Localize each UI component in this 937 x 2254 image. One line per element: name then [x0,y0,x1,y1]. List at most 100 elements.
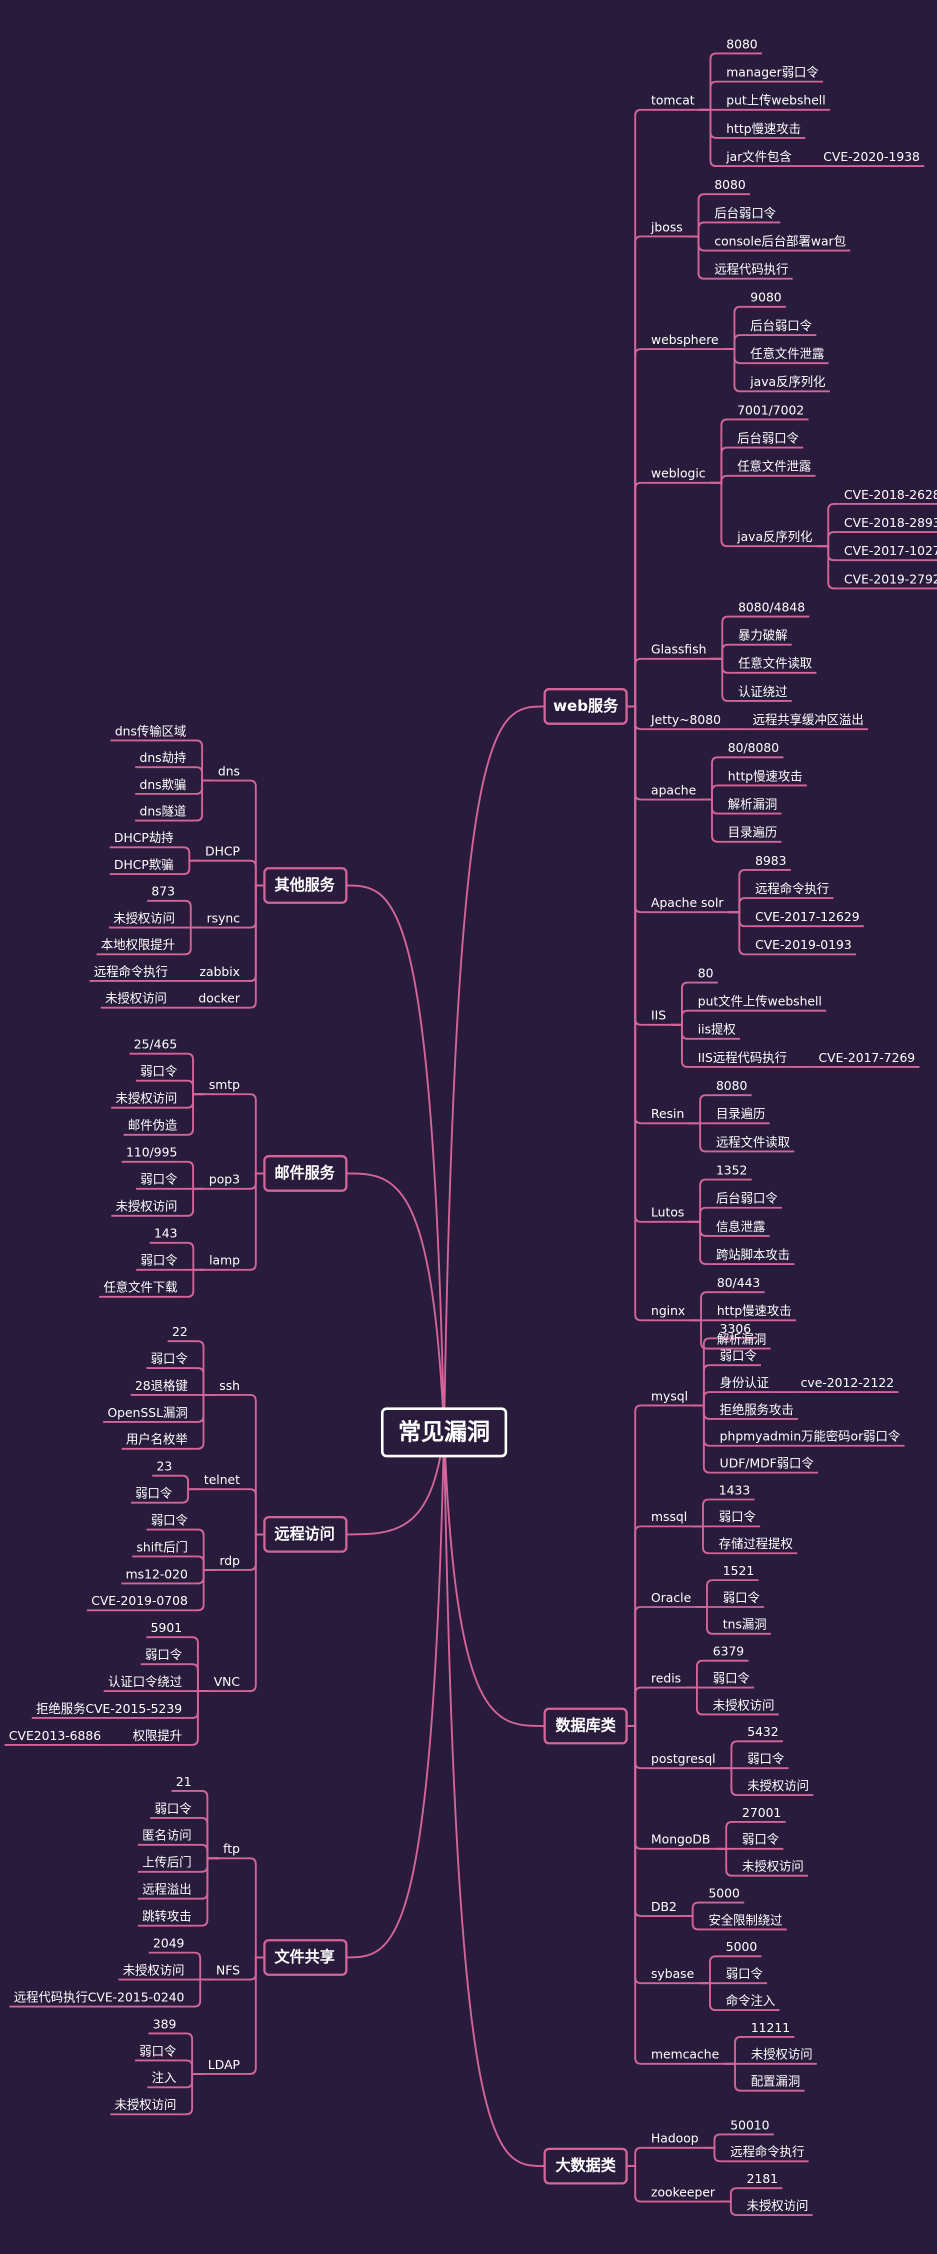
node-label: http慢速攻击 [728,769,803,783]
branch-curve [443,1431,545,1727]
node-label: 50010 [730,2118,769,2132]
node-label: 弱口令 [151,1351,189,1366]
node-label: 未授权访问 [113,910,175,925]
connector [685,1686,709,1716]
node-label: 安全限制绕过 [708,1912,782,1927]
node-label: 80 [698,966,714,980]
node-label: 目录遍历 [728,826,777,840]
connector [188,1978,212,2008]
connector [244,884,265,1009]
node-label: 8983 [755,854,786,868]
node-label: 弱口令 [135,1486,173,1501]
node-label: 远程溢出 [142,1882,191,1897]
node-label: IIS远程代码执行 [698,1050,787,1065]
node-label: 弱口令 [742,1832,780,1847]
node-label: 8080/4848 [738,600,805,614]
node-label: DHCP欺骗 [114,857,174,872]
node-label: docker [198,992,240,1006]
branch-box [263,1155,348,1192]
node-label: 110/995 [126,1146,177,1160]
connector [691,1525,715,1555]
node-label: 匿名访问 [142,1828,191,1843]
connector [244,1857,265,1959]
node-label: mysql [651,1389,688,1403]
connector [626,1404,647,1727]
connector [710,615,734,660]
connector [687,193,711,238]
connector [195,1790,219,1860]
node-label: dns隧道 [140,803,187,818]
connector [195,1816,219,1860]
node-label: 1433 [719,1483,750,1497]
node-label: 5432 [747,1725,778,1739]
node-label: java反序列化 [749,374,825,389]
node-label: jar文件包含 [725,149,791,164]
node-label: 远程代码执行CVE-2015-0240 [14,1989,185,2004]
root-box [380,1407,508,1458]
branch-label: web服务 [553,697,619,715]
node-label: 本地权限提升 [101,937,175,952]
node-label: 远程命令执行 [730,2144,804,2159]
connector [692,1337,716,1407]
connector [195,1857,219,1927]
connector [626,2165,647,2203]
connector [695,1579,719,1608]
node-label: smtp [209,1078,240,1092]
node-label: put文件上传webshell [698,994,822,1009]
node-label: 弱口令 [726,1966,764,1981]
node-label: 11211 [751,2021,790,2035]
connector [190,766,214,782]
connector [723,2062,747,2092]
connector [244,1956,265,2075]
connector [244,1093,265,1175]
branch-box [263,1515,348,1553]
node-label: 未授权访问 [747,2198,809,2213]
connector [179,899,203,929]
node-label: 远程命令执行 [755,881,829,896]
connector [709,481,733,548]
node-label: CVE-2019-2792 [844,572,937,586]
node-label: CVE-2019-0193 [755,938,852,952]
connector [670,1023,694,1068]
node-label: 弱口令 [720,1348,758,1363]
branch-curve [344,1431,445,1536]
node-label: 143 [154,1227,178,1241]
connector [700,798,724,843]
node-label: ftp [223,1842,240,1856]
node-label: 认证绕过 [738,685,787,699]
connector [626,705,647,1322]
connector [176,1488,200,1504]
node-label: 23 [157,1460,173,1474]
root-label: 常见漏洞 [398,1420,490,1446]
node-label: 未授权访问 [115,2097,177,2112]
node-label: java反序列化 [736,529,812,544]
branch-label: 其他服务 [275,876,336,894]
node-label: 弱口令 [719,1509,757,1524]
connector [681,1915,705,1931]
node-label: telnet [204,1473,240,1487]
node-label: 配置漏洞 [751,2074,800,2089]
node-label: 873 [151,885,175,899]
connector [186,1636,210,1692]
node-label: 未授权访问 [713,1697,775,1712]
connector [670,1009,694,1026]
connector [179,926,203,956]
connector [626,348,647,708]
node-label: http慢速攻击 [717,1304,792,1318]
connector [722,305,746,351]
branch-curve [443,705,545,1432]
connector [688,1206,712,1223]
connector [691,1498,715,1528]
connector [722,348,746,393]
node-label: CVE-2019-0708 [91,1594,188,1608]
node-label: 用户名枚举 [126,1432,188,1447]
node-label: mssql [651,1510,687,1524]
node-label: lamp [209,1254,240,1268]
node-label: 后台弱口令 [737,430,799,445]
connector [192,1394,215,1450]
connector [181,1079,205,1096]
connector [816,545,840,590]
node-label: Lutos [651,1206,684,1220]
node-label: 邮件伪造 [128,1119,177,1133]
connector [177,859,201,876]
